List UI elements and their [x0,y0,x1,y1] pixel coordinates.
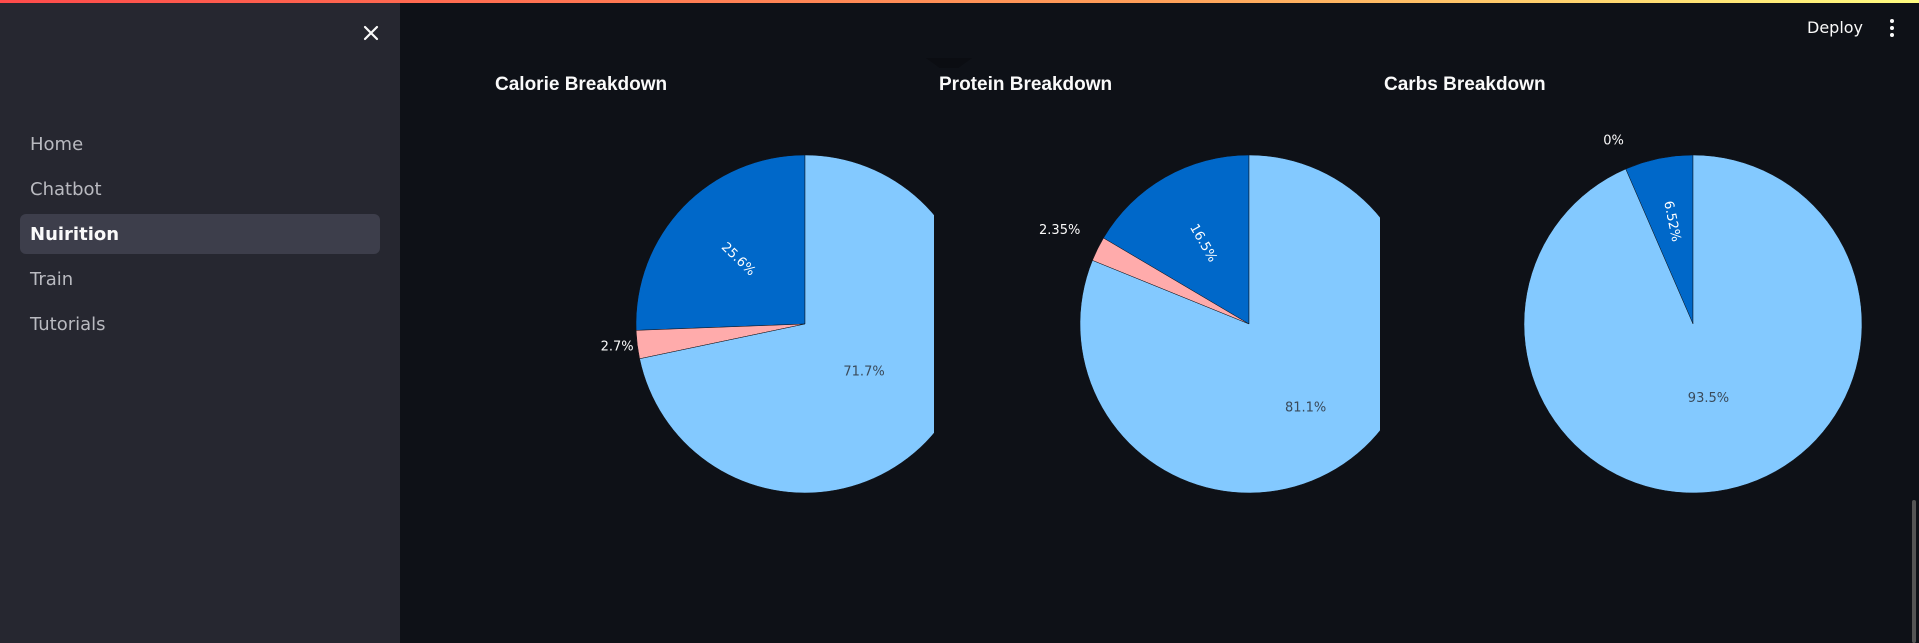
close-sidebar-button[interactable] [356,18,386,48]
sidebar-item-nuirition[interactable]: Nuirition [20,214,380,254]
pie-slice-label: 2.7% [601,340,634,355]
pie-chart-carbs [1523,154,1863,494]
pie-chart-calorie [635,154,934,494]
pie-slice-label: 71.7% [843,364,884,379]
kebab-menu-icon [1890,19,1894,37]
pie-chart-protein [1079,154,1380,494]
sidebar-item-label: Tutorials [30,313,106,335]
pie-slice [639,154,934,494]
pie-slice-label: 0% [1603,134,1624,149]
scrollbar-thumb[interactable] [1912,500,1916,643]
main-menu-button[interactable] [1882,16,1902,40]
pie-slice [1523,154,1863,494]
sidebar-item-label: Home [30,133,84,155]
close-icon [363,25,379,41]
sidebar-item-train[interactable]: Train [20,259,380,299]
tab-indicator [926,58,972,68]
sidebar-item-label: Train [30,268,74,290]
sidebar-item-label: Chatbot [30,178,102,200]
pie-slice-label: 2.35% [1039,223,1080,238]
sidebar-item-tutorials[interactable]: Tutorials [20,304,380,344]
chart-title-carbs: Carbs Breakdown [1384,74,1546,95]
pie-slice [1079,154,1380,494]
sidebar-item-home[interactable]: Home [20,124,380,164]
sidebar-nav: Home Chatbot Nuirition Train Tutorials [20,124,380,349]
pie-slice [635,154,806,331]
top-accent-bar [0,0,1919,3]
chart-title-calorie: Calorie Breakdown [495,74,668,95]
pie-slice [1103,154,1250,325]
sidebar: Home Chatbot Nuirition Train Tutorials [0,0,400,643]
chart-title-protein: Protein Breakdown [939,74,1113,95]
pie-slice-label: 81.1% [1285,401,1326,416]
deploy-button[interactable]: Deploy [1807,18,1864,37]
sidebar-item-chatbot[interactable]: Chatbot [20,169,380,209]
sidebar-item-label: Nuirition [30,223,120,245]
pie-slice-label: 93.5% [1688,391,1729,406]
pie-labels: 25.6%2.7%71.7%16.5%2.35%81.1%6.52%0%93.5… [601,134,1729,416]
